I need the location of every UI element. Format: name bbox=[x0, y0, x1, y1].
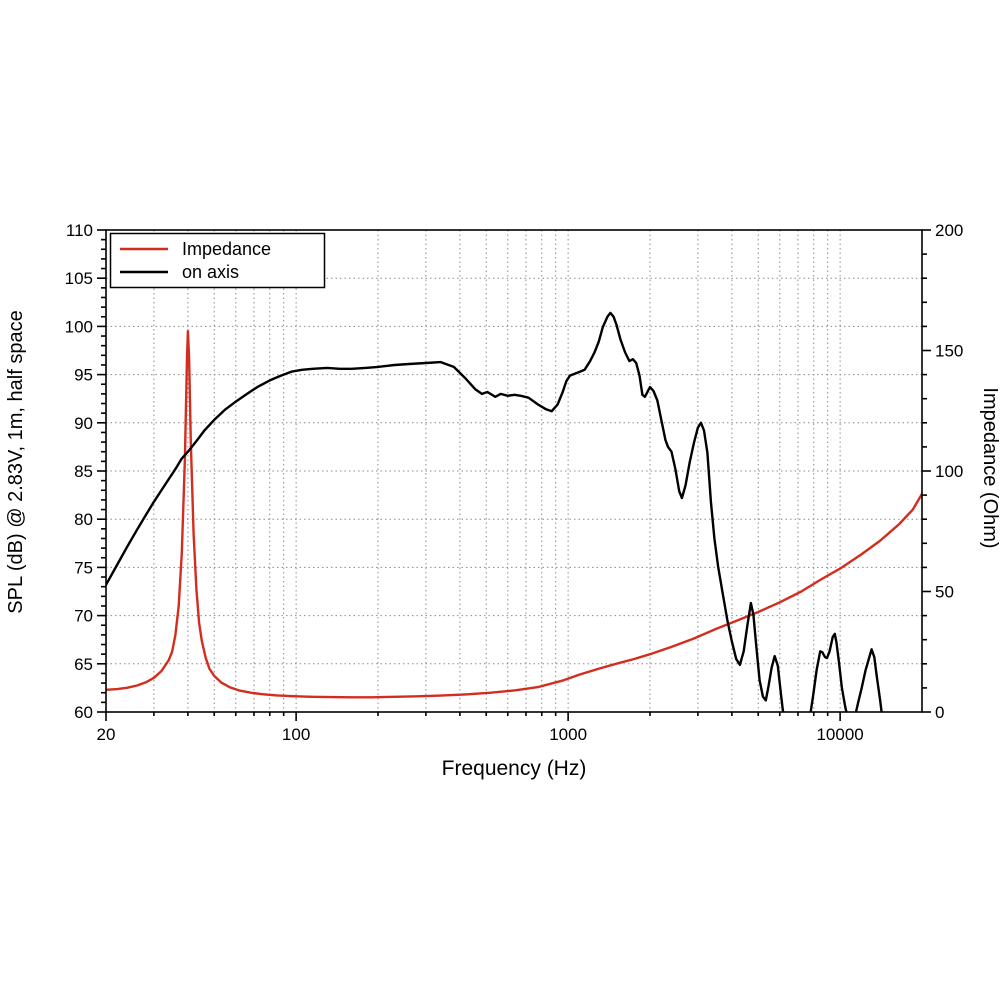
gridlines bbox=[106, 230, 922, 712]
legend: Impedance on axis bbox=[109, 232, 326, 289]
tick-labels: 20 100 1000 10000 60 65 70 75 80 85 90 95 100 105 110 0… bbox=[65, 221, 964, 744]
y-left-tick-label: 65 bbox=[74, 655, 93, 674]
y-right-tick-label: 150 bbox=[935, 342, 963, 361]
axis-ticks bbox=[97, 229, 931, 721]
legend-label-on-axis: on axis bbox=[182, 262, 239, 282]
y-left-tick-label: 110 bbox=[66, 221, 93, 240]
x-axis-title: Frequency (Hz) bbox=[442, 757, 587, 780]
y-right-tick-label: 50 bbox=[935, 583, 954, 602]
y-left-tick-label: 80 bbox=[74, 510, 93, 529]
y-left-tick-label: 90 bbox=[74, 414, 93, 433]
x-tick-label: 1000 bbox=[549, 725, 587, 744]
impedance-curve bbox=[106, 330, 922, 699]
on-axis-curve bbox=[106, 311, 883, 712]
right-axis-title: Impedance (Ohm) bbox=[979, 387, 1000, 548]
left-axis-title: SPL (dB) @ 2.83V, 1m, half space bbox=[5, 310, 27, 613]
y-left-tick-label: 95 bbox=[74, 366, 93, 385]
y-left-tick-label: 105 bbox=[65, 269, 93, 288]
curves bbox=[106, 311, 922, 712]
legend-label-impedance: Impedance bbox=[182, 239, 271, 259]
legend-box bbox=[109, 232, 326, 289]
y-left-tick-label: 75 bbox=[74, 558, 93, 577]
y-right-tick-label: 100 bbox=[935, 462, 963, 481]
y-left-tick-label: 100 bbox=[65, 317, 93, 336]
x-tick-label: 20 bbox=[97, 725, 116, 744]
y-right-tick-label: 0 bbox=[935, 703, 944, 722]
y-left-tick-label: 85 bbox=[74, 462, 93, 481]
y-left-tick-label: 60 bbox=[74, 703, 93, 722]
x-tick-label: 10000 bbox=[816, 725, 863, 744]
x-tick-label: 100 bbox=[282, 725, 310, 744]
y-right-tick-label: 200 bbox=[935, 221, 963, 240]
y-left-tick-label: 70 bbox=[74, 607, 93, 626]
